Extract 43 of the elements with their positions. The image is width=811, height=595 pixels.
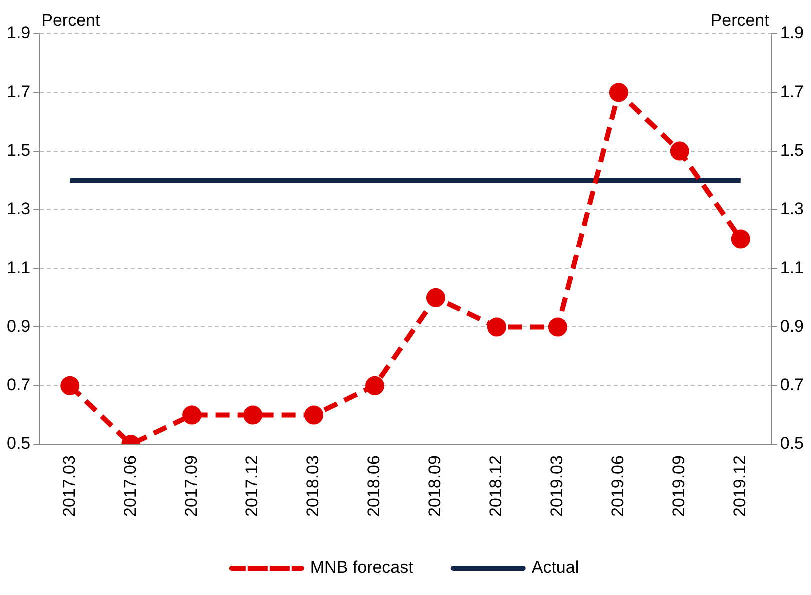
y-tick-label: 1.7 xyxy=(6,82,31,102)
x-tick-label: 2017.06 xyxy=(120,456,140,517)
x-tick-label: 2018.03 xyxy=(304,456,323,517)
point xyxy=(244,406,263,425)
y2-axis-title: Percent xyxy=(710,11,770,30)
y2-tick-label: 1.7 xyxy=(780,82,804,102)
point xyxy=(548,318,568,337)
x-tick-label: 2019.06 xyxy=(608,456,628,517)
y-tick-label: 1.5 xyxy=(6,140,31,160)
x-tick-label: 2017.09 xyxy=(182,456,201,517)
x-tick-label: 2017.12 xyxy=(242,456,262,517)
y-tick-label: 1.1 xyxy=(6,258,31,278)
point xyxy=(426,288,446,308)
y2-tick-label: 0.7 xyxy=(780,376,804,395)
x-tick-label: 2019.12 xyxy=(730,456,750,517)
point xyxy=(670,142,690,161)
x-tick-label: 2018.06 xyxy=(364,456,384,517)
legend-label: MNB forecast xyxy=(310,558,414,578)
y-tick-label: 1.9 xyxy=(6,24,31,43)
y2-tick-label: 1.3 xyxy=(780,200,804,219)
x-tick-label: 2019.09 xyxy=(670,456,689,517)
x-tick-label: 2017.03 xyxy=(60,456,79,517)
x-tick-label: 2018.09 xyxy=(426,456,445,517)
y-tick-label: 0.9 xyxy=(6,316,31,336)
x-tick-label: 2019.03 xyxy=(548,456,567,517)
point xyxy=(487,318,506,337)
point xyxy=(609,83,628,102)
point xyxy=(60,376,80,396)
point xyxy=(182,406,202,425)
point xyxy=(304,406,324,425)
y2-tick-label: 0.9 xyxy=(780,316,804,336)
legend-label: Actual xyxy=(532,558,580,578)
y-tick-label: 0.7 xyxy=(6,376,31,395)
y-tick-label: 0.5 xyxy=(6,434,31,454)
y-tick-label: 1.3 xyxy=(6,200,31,219)
y2-tick-label: 0.5 xyxy=(780,434,804,454)
x-tick-label: 2018.12 xyxy=(486,456,506,517)
y2-tick-label: 1.1 xyxy=(780,258,804,278)
y-axis-title: Percent xyxy=(42,11,100,30)
y2-tick-label: 1.9 xyxy=(780,24,804,43)
point xyxy=(731,230,750,249)
point xyxy=(366,376,385,396)
y2-tick-label: 1.5 xyxy=(780,140,804,160)
